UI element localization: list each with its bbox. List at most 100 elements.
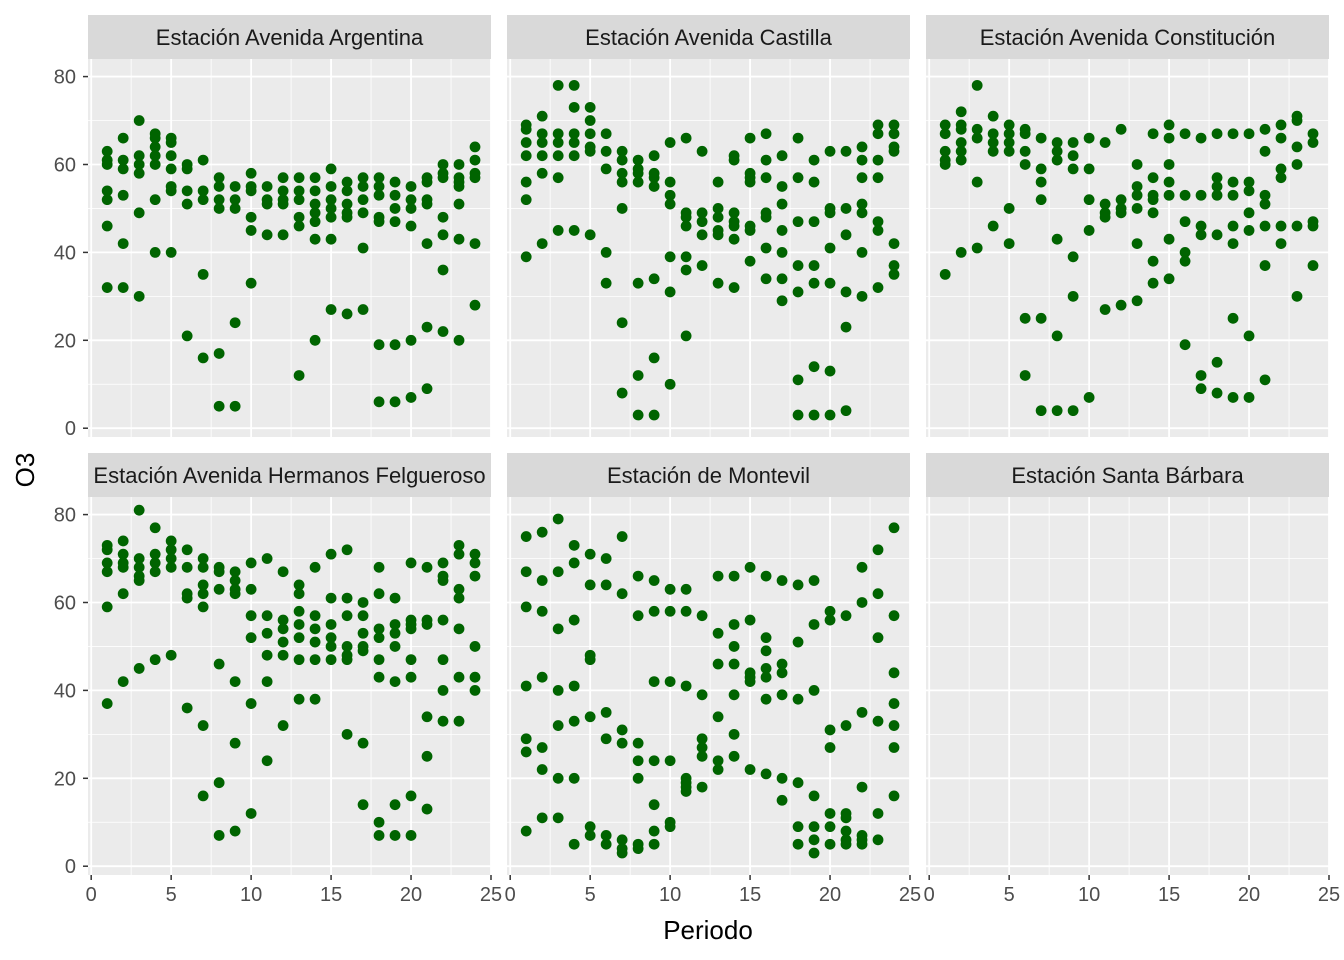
data-point xyxy=(341,641,353,652)
data-point xyxy=(728,154,740,166)
data-point xyxy=(261,553,273,564)
data-point xyxy=(197,561,209,573)
data-point xyxy=(971,132,983,144)
data-point xyxy=(776,225,788,236)
data-point xyxy=(1227,220,1239,232)
data-point xyxy=(552,720,564,731)
data-point xyxy=(632,570,644,582)
data-point xyxy=(888,128,900,140)
data-point xyxy=(888,522,900,534)
data-point xyxy=(469,557,481,569)
data-point xyxy=(1003,119,1015,131)
data-point xyxy=(955,106,967,118)
data-point xyxy=(117,189,129,201)
data-point xyxy=(405,830,417,841)
data-point xyxy=(872,282,884,293)
data-point xyxy=(309,172,321,184)
data-point xyxy=(552,150,564,162)
data-point xyxy=(712,229,724,241)
data-point xyxy=(664,676,676,688)
data-point xyxy=(133,115,145,126)
data-point xyxy=(584,830,596,841)
data-point xyxy=(373,623,385,635)
data-point xyxy=(325,619,337,630)
x-tick-label: 15 xyxy=(1158,884,1180,906)
data-point xyxy=(536,128,548,140)
data-point xyxy=(101,557,113,569)
data-point xyxy=(165,535,177,547)
data-point xyxy=(728,641,740,652)
data-point xyxy=(1307,260,1319,271)
data-point xyxy=(453,592,465,604)
data-point xyxy=(872,544,884,556)
facet-panel: Estación Avenida Argentina 0 20 40 60 80 xyxy=(54,15,492,440)
data-point xyxy=(309,185,321,197)
data-point xyxy=(261,229,273,241)
data-point xyxy=(389,830,401,841)
data-point xyxy=(389,627,401,639)
data-point xyxy=(760,211,772,223)
data-point xyxy=(840,838,852,850)
x-tick-label: 25 xyxy=(899,884,921,906)
data-point xyxy=(1243,392,1255,403)
data-point xyxy=(552,137,564,148)
data-point xyxy=(824,838,836,850)
data-point xyxy=(1227,312,1239,324)
data-point xyxy=(744,132,756,144)
data-point xyxy=(357,242,369,254)
data-point xyxy=(325,592,337,604)
data-point xyxy=(584,579,596,591)
data-point xyxy=(309,610,321,622)
data-point xyxy=(840,825,852,837)
facet-strip xyxy=(926,15,1329,59)
data-point xyxy=(632,737,644,749)
data-point xyxy=(181,702,193,714)
data-point xyxy=(872,808,884,819)
data-point xyxy=(664,378,676,390)
data-point xyxy=(584,654,596,666)
data-point xyxy=(680,251,692,263)
data-point xyxy=(325,654,337,666)
data-point xyxy=(696,750,708,762)
data-point xyxy=(1227,176,1239,188)
data-point xyxy=(856,207,868,219)
data-point xyxy=(744,176,756,188)
data-point xyxy=(181,561,193,573)
data-point xyxy=(213,830,225,841)
data-point xyxy=(792,777,804,789)
data-point xyxy=(1019,312,1031,324)
data-point xyxy=(664,755,676,767)
data-point xyxy=(293,693,305,705)
data-point xyxy=(664,821,676,833)
data-point xyxy=(1275,172,1287,184)
data-point xyxy=(373,588,385,600)
data-point xyxy=(955,246,967,258)
data-point xyxy=(824,277,836,289)
data-point xyxy=(213,181,225,192)
data-point xyxy=(309,561,321,573)
data-point xyxy=(229,825,241,837)
data-point xyxy=(437,229,449,241)
data-point xyxy=(261,676,273,688)
data-point xyxy=(389,799,401,811)
data-point xyxy=(325,211,337,223)
data-point xyxy=(165,544,177,556)
data-point xyxy=(421,176,433,188)
data-point xyxy=(971,123,983,135)
data-point xyxy=(648,181,660,192)
data-point xyxy=(648,755,660,767)
data-point xyxy=(987,137,999,148)
data-point xyxy=(1291,115,1303,126)
data-point xyxy=(568,680,580,692)
data-point xyxy=(648,605,660,617)
data-point xyxy=(1179,128,1191,140)
data-point xyxy=(520,150,532,162)
data-point xyxy=(245,167,257,179)
data-point xyxy=(341,211,353,223)
data-point xyxy=(808,575,820,586)
data-point xyxy=(293,194,305,206)
data-point xyxy=(872,154,884,166)
data-point xyxy=(872,225,884,236)
data-point xyxy=(712,570,724,582)
